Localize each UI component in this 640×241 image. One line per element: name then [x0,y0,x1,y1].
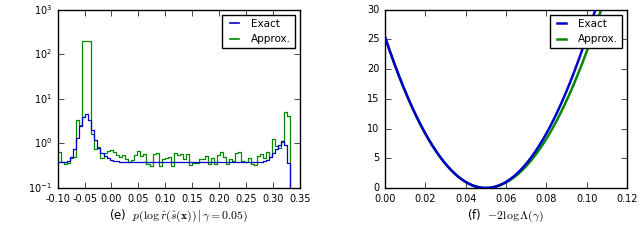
X-axis label: (f)  $-2\log\Lambda(\gamma)$: (f) $-2\log\Lambda(\gamma)$ [467,208,545,224]
Legend: Exact, Approx.: Exact, Approx. [550,15,622,48]
Legend: Exact, Approx.: Exact, Approx. [223,15,295,48]
X-axis label: (e)  $p(\log \hat{r}(\hat{s}(\mathbf{x}))\,|\,\gamma = 0.05)$: (e) $p(\log \hat{r}(\hat{s}(\mathbf{x}))… [109,208,248,224]
